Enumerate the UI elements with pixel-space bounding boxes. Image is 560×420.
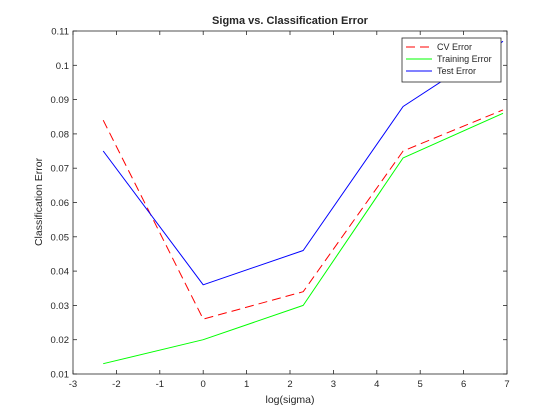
y-axis-label: Classification Error — [33, 157, 45, 246]
x-tick-label: 0 — [201, 379, 206, 390]
legend-entry-label: CV Error — [437, 42, 472, 52]
legend-entry-label: Test Error — [437, 66, 476, 76]
ticks-layer: -3 -2 -1 0 1 2 3 4 5 6 7 0.01 0.02 0.03 0.04 0.05 0.06 0.… — [51, 27, 510, 391]
series-line-2 — [102, 40, 504, 286]
y-tick-label: 0.06 — [51, 198, 70, 209]
series-line-1 — [103, 112, 504, 365]
series-layer — [102, 40, 504, 365]
y-tick-label: 0.11 — [51, 27, 69, 38]
x-tick-label: 1 — [244, 379, 249, 390]
x-tick-label: 4 — [374, 379, 379, 390]
x-tick-label: 6 — [461, 379, 466, 390]
y-tick-label: 0.02 — [51, 335, 70, 346]
x-tick-label: 5 — [418, 379, 423, 390]
legend-entry-label: Training Error — [437, 54, 492, 64]
y-tick-label: 0.08 — [51, 129, 70, 140]
y-tick-label: 0.03 — [51, 301, 70, 312]
y-tick-label: 0.04 — [51, 267, 70, 278]
chart-title: Sigma vs. Classification Error — [212, 15, 369, 27]
plot-area — [73, 31, 507, 374]
x-tick-label: -1 — [156, 379, 164, 390]
x-tick-label: 2 — [287, 379, 292, 390]
x-tick-label: -2 — [112, 379, 120, 390]
y-tick-label: 0.05 — [51, 232, 70, 243]
y-tick-label: 0.07 — [51, 164, 70, 175]
legend: CV Error Training Error Test Error — [401, 37, 502, 83]
x-tick-label: -3 — [69, 379, 77, 390]
x-tick-label: 3 — [331, 379, 336, 390]
series-line-0 — [102, 109, 504, 320]
x-axis-label: log(sigma) — [265, 394, 314, 406]
legend-box — [401, 37, 502, 83]
y-tick-label: 0.1 — [56, 61, 69, 72]
y-tick-label: 0.09 — [51, 95, 70, 106]
x-tick-label: 7 — [504, 379, 509, 390]
y-tick-label: 0.01 — [51, 370, 70, 381]
